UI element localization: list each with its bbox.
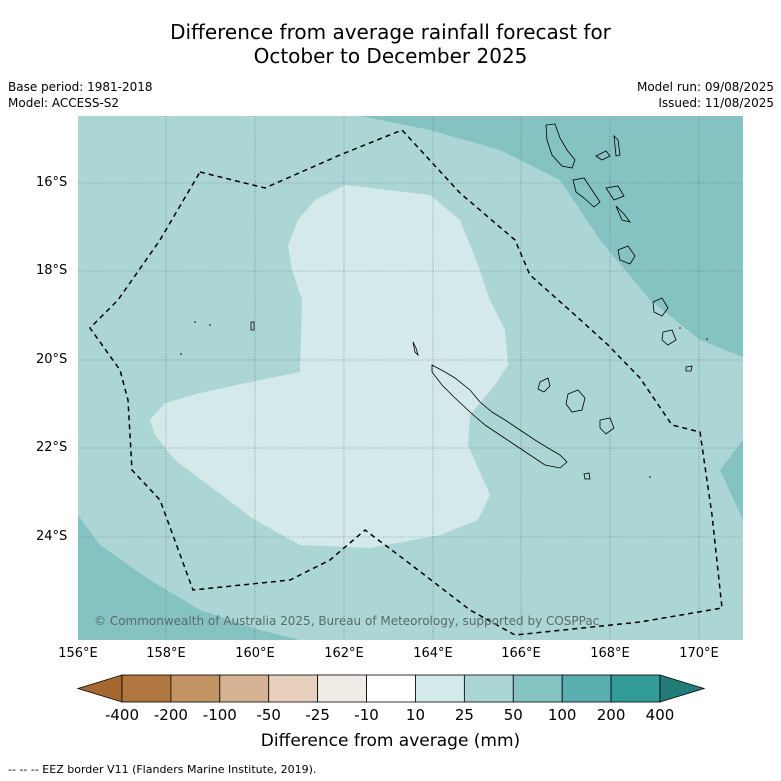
colorbar-segment (561, 674, 612, 703)
isle-of-pines (583, 472, 591, 480)
aneityum-island (685, 365, 693, 372)
espiritu-santo-island (545, 123, 576, 169)
islet-d (649, 476, 651, 478)
colorbar-tick-label: -400 (104, 706, 140, 724)
lat-label-20s: 20°S (36, 352, 68, 367)
colorbar-segment (512, 674, 563, 703)
title-line-1: Difference from average rainfall forecas… (170, 20, 611, 44)
base-period: Base period: 1981-2018 (8, 80, 153, 94)
colorbar-segment (610, 674, 661, 703)
map-area (78, 116, 743, 640)
colorbar-tick-label: -50 (256, 706, 281, 724)
colorbar-tick-label: 50 (503, 706, 523, 724)
islet-c (209, 324, 211, 326)
colorbar-tick-label: 10 (405, 706, 425, 724)
model-name: Model: ACCESS-S2 (8, 96, 120, 110)
belep-islands (412, 341, 419, 357)
colorbar-tick-label: 200 (596, 706, 626, 724)
issued-date: Issued: 11/08/2025 (658, 96, 774, 110)
colorbar-extend-high (659, 674, 706, 703)
eez-legend-footer: -- -- -- EEZ border V11 (Flanders Marine… (8, 763, 317, 776)
colorbar-title: Difference from average (mm) (260, 731, 521, 751)
colorbar-segment (121, 674, 172, 703)
colorbar-segment (268, 674, 319, 703)
colorbar-tick-label: -25 (305, 706, 330, 724)
tanna-island (661, 329, 677, 346)
lat-label-24s: 24°S (36, 529, 68, 544)
lon-label-168e: 168°E (590, 646, 630, 661)
lifou-island (565, 389, 586, 413)
colorbar-segment (415, 674, 465, 703)
erromango-island (652, 297, 669, 317)
copyright-notice: © Commonwealth of Australia 2025, Bureau… (94, 614, 600, 628)
epi-island (615, 205, 631, 223)
lon-label-164e: 164°E (413, 646, 453, 661)
graticule (78, 116, 743, 640)
colorbar-extend-low (76, 674, 123, 703)
meta-left: Base period: 1981-2018 Model: ACCESS-S2 (8, 79, 153, 111)
colorbar (76, 674, 706, 703)
islet-b (180, 353, 182, 355)
wet-100-region-ne (360, 116, 743, 357)
colorbar-segment (463, 674, 514, 703)
chesterfield-islet (250, 321, 255, 331)
islet-f (679, 327, 681, 329)
model-run: Model run: 09/08/2025 (636, 80, 774, 94)
wet-100-region-sw (78, 515, 300, 640)
new-caledonia-island (431, 364, 568, 469)
lat-label-16s: 16°S (36, 175, 68, 190)
meta-right: Model run: 09/08/2025 Issued: 11/08/2025 (637, 79, 774, 111)
malekula-island (572, 177, 601, 208)
wet-25-region (150, 185, 508, 548)
colorbar-segment (219, 674, 270, 703)
colorbar-segment (317, 674, 367, 703)
map-title: Difference from average rainfall forecas… (0, 20, 781, 68)
lon-label-160e: 160°E (235, 646, 275, 661)
lon-label-162e: 162°E (324, 646, 364, 661)
title-line-2: October to December 2025 (253, 44, 528, 68)
islet-e (706, 338, 708, 340)
islet-a (194, 321, 196, 323)
colorbar-segment (170, 674, 221, 703)
lat-label-18s: 18°S (36, 263, 68, 278)
colorbar-tick-label: 100 (547, 706, 577, 724)
colorbar-tick-label: 25 (454, 706, 474, 724)
colorbar-segment (366, 674, 416, 703)
lon-label-158e: 158°E (146, 646, 186, 661)
colorbar-tick-label: -10 (354, 706, 379, 724)
efate-island (617, 245, 636, 265)
ouvea-island (537, 377, 551, 393)
lon-label-166e: 166°E (501, 646, 541, 661)
vanuatu-islet-1 (595, 150, 611, 161)
lon-label-170e: 170°E (679, 646, 719, 661)
colorbar-tick-label: -100 (202, 706, 237, 724)
colorbar-tick-label: 400 (645, 706, 675, 724)
lat-label-22s: 22°S (36, 440, 68, 455)
mare-island (599, 417, 615, 435)
eez-border (89, 129, 723, 636)
wet-100-region-e (720, 440, 743, 520)
lon-label-156e: 156°E (58, 646, 98, 661)
ambrym-island (605, 185, 625, 201)
colorbar-tick-label: -200 (153, 706, 188, 724)
maewo-island (613, 134, 621, 157)
